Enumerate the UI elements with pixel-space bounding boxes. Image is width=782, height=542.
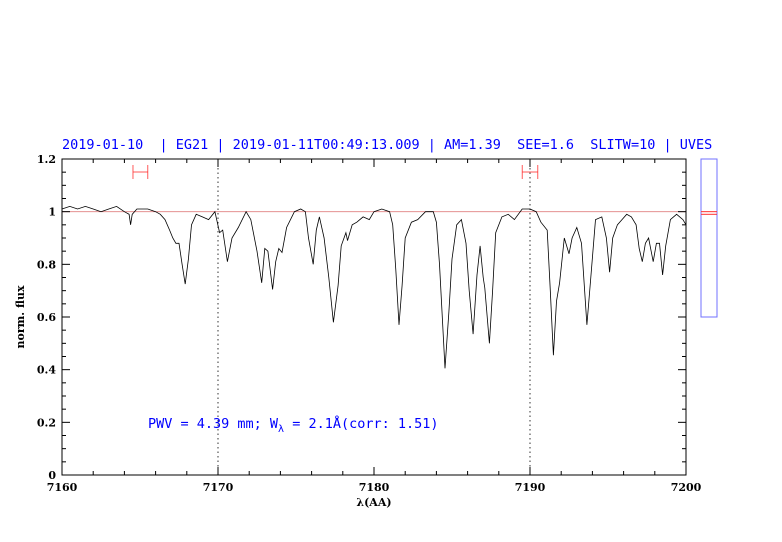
x-tick-label: 7180 (359, 481, 390, 494)
y-tick-label: 1 (48, 206, 56, 219)
y-tick-label: 0.8 (37, 258, 56, 271)
y-tick-label: 0.2 (37, 416, 56, 429)
y-tick-label: 0.4 (37, 364, 56, 377)
y-tick-label: 0 (48, 469, 56, 482)
y-axis-label: norm. flux (14, 285, 27, 348)
chart-title: 2019-01-10 | EG21 | 2019-01-11T00:49:13.… (62, 137, 712, 153)
y-tick-label: 1.2 (37, 153, 56, 166)
pwv-subscript: λ (278, 424, 284, 435)
spectrum-line (61, 205, 687, 369)
y-tick-label: 0.6 (37, 311, 56, 324)
pwv-annotation: PWV = 4.39 mm; Wλ = 2.1Å(corr: 1.51) (148, 415, 439, 435)
x-axis-label: λ(AA) (356, 496, 391, 509)
gauge-frame (700, 158, 718, 318)
x-tick-label: 7160 (47, 481, 78, 494)
x-tick-label: 7190 (515, 481, 546, 494)
pwv-text: PWV = 4.39 mm; W (148, 416, 279, 432)
axis-ticks: 7160 7170 7180 7190 7200 0 0.2 0.4 0.6 0.8 1 1.2 (37, 153, 702, 494)
pwv-text-rest: = 2.1Å(corr: 1.51) (284, 415, 438, 432)
side-gauge (700, 158, 718, 318)
x-tick-label: 7200 (671, 481, 702, 494)
x-tick-label: 7170 (203, 481, 234, 494)
